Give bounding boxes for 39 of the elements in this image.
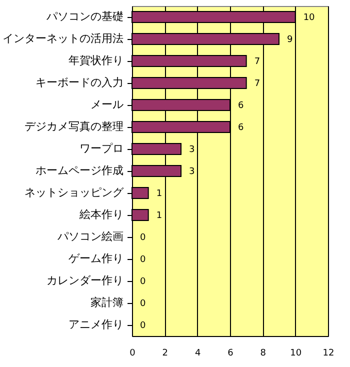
x-tick-label: 2 — [162, 348, 168, 358]
y-tick-label: アニメ作り — [68, 318, 124, 331]
data-label: 9 — [287, 35, 293, 45]
y-tick-label: ゲーム作り — [68, 252, 124, 265]
y-tick-label: 年賀状作り — [68, 54, 124, 67]
data-label: 0 — [140, 299, 146, 309]
y-tick-label: 家計簿 — [90, 296, 124, 309]
y-tick-label: ワープロ — [80, 142, 124, 155]
data-label: 1 — [156, 211, 162, 221]
data-label: 6 — [238, 123, 244, 133]
y-tick-label: パソコン絵画 — [56, 230, 124, 243]
data-label: 0 — [140, 277, 146, 287]
bar — [132, 187, 149, 199]
data-label: 1 — [156, 189, 162, 199]
data-label: 0 — [140, 255, 146, 265]
x-tick-label: 8 — [260, 348, 266, 358]
x-tick-label: 12 — [322, 348, 334, 358]
data-label: 7 — [254, 57, 260, 67]
data-label: 7 — [254, 79, 260, 89]
y-tick-label: インターネットの活用法 — [2, 32, 124, 45]
y-tick-label: 絵本作り — [78, 208, 124, 221]
x-tick-label: 6 — [228, 348, 234, 358]
x-tick-label: 0 — [130, 348, 136, 358]
x-tick-label: 10 — [290, 348, 302, 358]
data-label: 3 — [189, 145, 195, 155]
y-tick-label: デジカメ写真の整理 — [24, 120, 124, 133]
bar — [132, 209, 149, 221]
y-tick-label: カレンダー作り — [46, 274, 124, 287]
y-tick-label: ネットショッピング — [24, 186, 124, 199]
data-label: 3 — [189, 167, 195, 177]
data-label: 0 — [140, 233, 146, 243]
x-tick-label: 4 — [194, 348, 201, 358]
y-tick-label: ホームページ作成 — [36, 164, 124, 177]
data-label: 0 — [140, 321, 146, 331]
y-tick-label: メール — [90, 98, 124, 111]
data-label: 6 — [238, 101, 244, 111]
data-label: 10 — [303, 13, 316, 23]
y-tick-label: キーボードの入力 — [36, 76, 124, 89]
y-tick-label: パソコンの基礎 — [46, 10, 124, 23]
